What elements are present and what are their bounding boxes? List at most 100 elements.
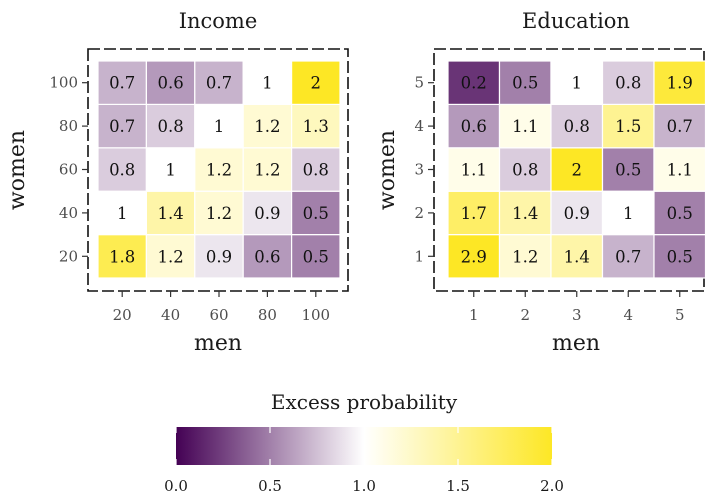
legend-tick-label: 1.0	[352, 477, 376, 495]
heatmap-cell	[447, 60, 501, 106]
legend: Excess probability 0.0 0.5 1.0 1.5 2.0	[164, 390, 564, 495]
cell-value-label: 0.8	[109, 161, 135, 180]
x-tick-label: 60	[209, 306, 228, 324]
x-tick-label: 1	[469, 306, 479, 324]
x-tick-label: 2	[520, 306, 530, 324]
cell-value-label: 0.2	[461, 74, 487, 93]
y-tick-label: 1	[414, 247, 424, 265]
heatmap-cell	[97, 60, 148, 106]
legend-tick-label: 2.0	[540, 477, 564, 495]
heatmap-cell	[498, 60, 552, 106]
heatmap-cell	[291, 190, 341, 236]
cell-value-label: 1.2	[206, 204, 232, 223]
x-tick-label: 20	[113, 306, 132, 324]
heatmap-cell	[291, 147, 341, 192]
panel-income: Income 1.8 1.2 0.9 0.6 0.51 1.4 1.2 0.9 0.50.8 1 1…	[5, 9, 349, 356]
y-tick-label: 100	[49, 74, 78, 92]
x-ticks-education: 1 2 3 4 5	[469, 291, 685, 324]
cell-value-label: 0.7	[667, 117, 693, 136]
cell-value-label: 0.7	[109, 74, 135, 93]
legend-tick-label: 1.5	[446, 477, 470, 495]
y-ticks-income: 20 40 60 80 100	[49, 74, 88, 265]
cell-value-label: 0.8	[615, 74, 641, 93]
cells-education: 2.9 1.2 1.4 0.7 0.5 1.7 1.4 0.9 1 0.5 1.1 0.8 2 0.5 1.…	[447, 60, 706, 279]
x-tick-label: 40	[161, 306, 180, 324]
cells-income: 1.8 1.2 0.9 0.6 0.5 1 1.4 1.2 0.9 0.5 0.8 1 1.2 1.2 0.…	[97, 60, 341, 279]
cell-value-label: 0.7	[615, 247, 641, 266]
x-tick-label: 100	[301, 306, 330, 324]
cell-value-label: 1	[623, 204, 634, 223]
y-tick-label: 80	[59, 117, 78, 135]
heatmap-cell	[97, 103, 148, 149]
cell-value-label: 1.1	[667, 161, 693, 180]
heatmap-cell	[194, 147, 244, 192]
cell-value-label: 1.2	[512, 247, 538, 266]
heatmap-cell	[242, 60, 293, 106]
cell-value-label: 0.5	[303, 247, 329, 266]
cell-value-label: 0.5	[303, 204, 329, 223]
legend-tick-label: 0.5	[258, 477, 282, 495]
x-ticks-income: 20 40 60 80 100	[113, 291, 330, 324]
panel-education: Education 2.9 1.2 1.4 0.7 0.5 1.7 1.4 0.9 1 0.5 1.…	[375, 9, 706, 356]
heatmap-cell	[291, 103, 341, 149]
legend-title: Excess probability	[271, 390, 458, 414]
cell-value-label: 1	[165, 161, 176, 180]
heatmap-cell	[194, 103, 244, 149]
heatmap-cell	[653, 60, 706, 106]
cell-value-label: 0.8	[512, 161, 538, 180]
cell-value-label: 1.5	[615, 117, 641, 136]
panel-title-education: Education	[522, 9, 630, 33]
y-tick-label: 40	[59, 204, 78, 222]
cell-value-label: 1.7	[461, 204, 487, 223]
cell-value-label: 1.2	[206, 161, 232, 180]
cell-value-label: 1.1	[461, 161, 487, 180]
panel-title-income: Income	[179, 9, 258, 33]
heatmap-cell	[653, 147, 706, 192]
y-tick-label: 2	[414, 204, 424, 222]
heatmap-cell	[97, 147, 148, 192]
heatmap-cell	[498, 190, 552, 236]
heatmap-cell	[447, 103, 501, 149]
cell-value-label: 1.2	[157, 247, 183, 266]
heatmap-cell	[498, 147, 552, 192]
y-tick-label: 3	[414, 161, 424, 179]
x-tick-label: 5	[675, 306, 685, 324]
heatmap-cell	[601, 190, 655, 236]
heatmap-cell	[498, 234, 552, 279]
cell-value-label: 0.9	[206, 247, 232, 266]
heatmap-cell	[291, 234, 341, 279]
cell-value-label: 0.5	[615, 161, 641, 180]
cell-value-label: 0.6	[461, 117, 487, 136]
cell-value-label: 1	[262, 74, 273, 93]
cell-value-label: 0.7	[206, 74, 232, 93]
y-axis-label-income: women	[5, 130, 30, 210]
cell-value-label: 1	[572, 74, 583, 93]
cell-value-label: 1.1	[512, 117, 538, 136]
y-tick-label: 20	[59, 247, 78, 265]
legend-ticks: 0.0 0.5 1.0 1.5 2.0	[164, 427, 564, 495]
heatmap-cell	[550, 234, 604, 279]
heatmap-cell	[550, 60, 604, 106]
y-axis-label-education: women	[375, 130, 400, 210]
x-tick-label: 3	[572, 306, 582, 324]
heatmap-cell	[145, 103, 196, 149]
cell-value-label: 2	[572, 161, 583, 180]
heatmap-cell	[601, 60, 655, 106]
heatmap-cell	[498, 103, 552, 149]
y-tick-label: 5	[414, 74, 424, 92]
x-tick-label: 80	[258, 306, 277, 324]
legend-tick-label: 0.0	[164, 477, 188, 495]
cell-value-label: 0.5	[667, 247, 693, 266]
cell-value-label: 1.4	[157, 204, 183, 223]
heatmap-cell	[447, 147, 501, 192]
cell-value-label: 0.8	[564, 117, 590, 136]
x-axis-label-education: men	[552, 331, 600, 356]
heatmap-cell	[145, 234, 196, 279]
cell-value-label: 0.8	[157, 117, 183, 136]
y-tick-label: 60	[59, 161, 78, 179]
cell-value-label: 1	[117, 204, 128, 223]
cell-value-label: 2.9	[461, 247, 487, 266]
heatmap-cell	[447, 234, 501, 279]
legend-colorbar	[176, 427, 552, 465]
